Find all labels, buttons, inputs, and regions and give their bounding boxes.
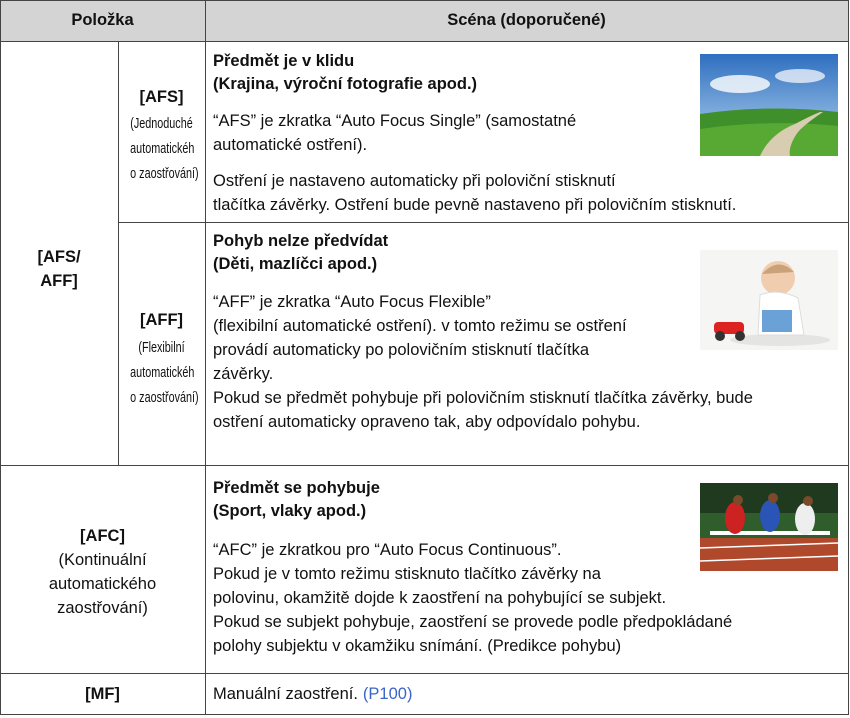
border: [848, 0, 849, 715]
mode-label: zaostřování): [57, 599, 148, 617]
description: polohy subjektu v okamžiku snímání. (Pre…: [213, 637, 622, 655]
description: “AFC” je zkratkou pro “Auto Focus Contin…: [213, 541, 562, 559]
scene-title: (Děti, mazlíčci apod.): [213, 255, 378, 273]
description: Ostření je nastaveno automaticky při pol…: [213, 172, 616, 190]
description: Pokud se předmět pohybuje při polovičním…: [213, 389, 753, 407]
group-label: [AFS/: [37, 248, 81, 266]
description: “AFF” je zkratka “Auto Focus Flexible”: [213, 293, 491, 311]
border: [0, 714, 849, 715]
description: tlačítka závěrky. Ostření bude pevně nas…: [213, 196, 737, 214]
mode-label: [AFF]: [139, 311, 184, 329]
border: [118, 41, 119, 466]
child-photo: [700, 250, 838, 350]
border: [118, 222, 849, 223]
border: [205, 0, 206, 715]
scene-title: (Sport, vlaky apod.): [213, 502, 367, 520]
mode-desc: (Flexibilní: [138, 339, 185, 356]
description: provádí automaticky po polovičním stiskn…: [213, 341, 590, 359]
header-cell: Položka: [71, 11, 134, 29]
description: polovinu, okamžitě dojde k zaostření na …: [213, 589, 667, 607]
hurdles-photo: [700, 483, 838, 571]
page-link[interactable]: (P100): [362, 685, 413, 703]
scene-title: Předmět se pohybuje: [213, 479, 380, 497]
mode-label: [MF]: [85, 685, 120, 703]
description: automatické ostření).: [213, 136, 368, 154]
mode-label: [AFC]: [80, 527, 125, 545]
header-cell: Scéna (doporučené): [447, 11, 606, 29]
mode-desc: automatickéh: [130, 364, 195, 381]
landscape-photo: [700, 54, 838, 156]
mode-desc: o zaostřování): [130, 389, 199, 406]
border: [0, 0, 1, 715]
mode-desc: o zaostřování): [130, 165, 199, 182]
border: [0, 465, 849, 466]
scene-title: Předmět je v klidu: [213, 52, 355, 70]
scene-title: Pohyb nelze předvídat: [213, 232, 389, 250]
mode-desc: automatickéh: [130, 140, 195, 157]
description: Pokud se subjekt pohybuje, zaostření se …: [213, 613, 733, 631]
mode-label: (Kontinuální: [58, 551, 147, 569]
description: Pokud je v tomto režimu stisknuto tlačít…: [213, 565, 601, 583]
description: (flexibilní automatické ostření). v tomt…: [213, 317, 627, 335]
scene-title: (Krajina, výroční fotografie apod.): [213, 75, 478, 93]
description: ostření automaticky opraveno tak, aby od…: [213, 413, 641, 431]
mode-label: [AFS]: [139, 88, 184, 106]
group-label: AFF]: [40, 272, 78, 290]
description: závěrky.: [213, 365, 274, 383]
mode-label: automatického: [48, 575, 157, 593]
description: Manuální zaostření.: [213, 685, 358, 703]
border: [0, 0, 849, 1]
border: [0, 673, 849, 674]
border: [0, 41, 849, 42]
description: “AFS” je zkratka “Auto Focus Single” (sa…: [213, 112, 577, 130]
mode-desc: (Jednoduché: [130, 115, 193, 132]
header-bg: [1, 1, 848, 41]
